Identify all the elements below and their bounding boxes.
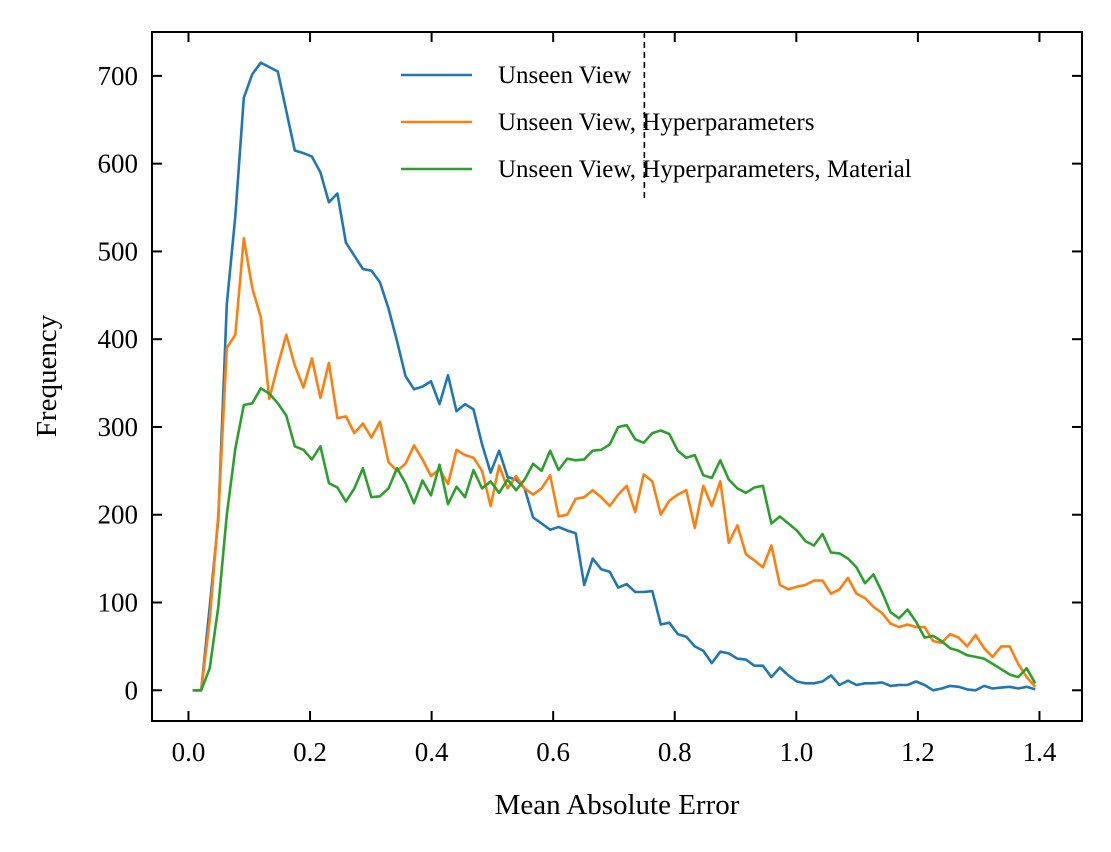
x-tick-label: 0.0 — [172, 737, 206, 767]
series-line-2 — [192, 237, 1037, 692]
legend-label: Unseen View — [498, 62, 631, 89]
series-line-3 — [192, 386, 1037, 692]
ticks-layer: 0.0 0.2 0.4 0.6 0.8 1.0 1.2 1.4 0 100 200 300 400 500… — [98, 32, 1082, 767]
y-tick-label: 300 — [98, 412, 139, 442]
y-tick-label: 400 — [98, 324, 139, 354]
x-tick-label: 0.6 — [536, 737, 570, 767]
x-tick-label: 0.8 — [658, 737, 692, 767]
x-tick-label: 0.2 — [293, 737, 327, 767]
y-tick-label: 200 — [98, 500, 139, 530]
y-tick-label: 0 — [125, 675, 139, 705]
x-axis-label: Mean Absolute Error — [495, 789, 740, 821]
x-tick-label: 1.0 — [779, 737, 813, 767]
y-tick-label: 500 — [98, 236, 139, 266]
y-tick-label: 700 — [98, 61, 139, 91]
legend: Unseen View Unseen View, Hyperparameters U… — [401, 62, 912, 183]
plot-frame — [151, 31, 1083, 722]
y-tick-label: 600 — [98, 149, 139, 179]
x-tick-label: 0.4 — [415, 737, 449, 767]
x-tick-label: 1.2 — [901, 737, 935, 767]
legend-label: Unseen View, Hyperparameters — [498, 109, 814, 136]
series-line-1 — [192, 61, 1036, 692]
y-tick-label: 100 — [98, 588, 139, 618]
y-axis-label: Frequency — [31, 314, 63, 437]
legend-label: Unseen View, Hyperparameters, Material — [498, 156, 912, 183]
x-tick-label: 1.4 — [1023, 737, 1057, 767]
series-layer — [192, 61, 1037, 692]
